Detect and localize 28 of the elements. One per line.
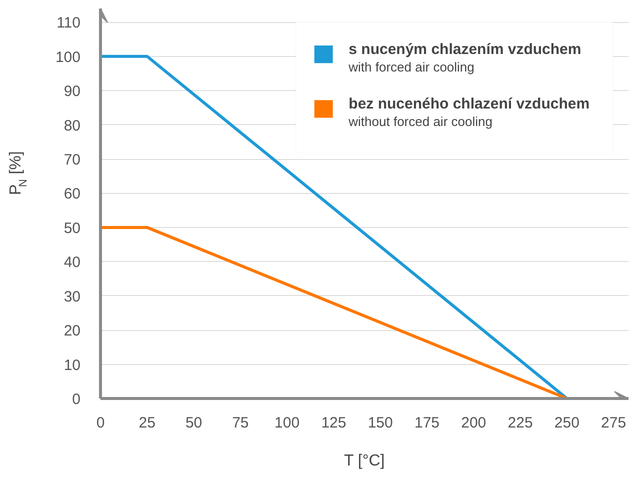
y-tick-label: 10 bbox=[64, 356, 81, 374]
legend-label: bez nuceného chlazení vzduchem without forced air cooling bbox=[348, 95, 590, 130]
x-tick-label: 200 bbox=[461, 414, 486, 432]
x-axis-title: T [°C] bbox=[344, 452, 385, 470]
x-tick-label: 150 bbox=[368, 414, 393, 432]
x-tick-label: 0 bbox=[96, 414, 105, 432]
x-tick-label: 75 bbox=[232, 414, 249, 432]
x-tick-label: 25 bbox=[138, 414, 156, 432]
y-tick-label: 110 bbox=[56, 14, 81, 32]
y-tick-label: 100 bbox=[55, 48, 81, 66]
legend-label: s nuceným chlazením vzduchem with forced air cooling bbox=[348, 40, 582, 75]
y-axis-title: PN [%] bbox=[8, 151, 30, 196]
x-tick-label: 275 bbox=[601, 414, 626, 432]
x-tick-label: 100 bbox=[274, 414, 300, 432]
y-tick-label: 90 bbox=[64, 83, 81, 100]
y-tick-label: 30 bbox=[64, 288, 81, 306]
y-tick-label: 50 bbox=[64, 220, 81, 237]
y-tick-label: 70 bbox=[64, 152, 81, 169]
x-tick-label: 175 bbox=[414, 414, 440, 432]
y-tick-label: 80 bbox=[64, 117, 81, 134]
x-tick-label: 50 bbox=[185, 414, 202, 432]
x-tick-label: 225 bbox=[508, 414, 533, 432]
x-tick-label: 250 bbox=[554, 414, 580, 432]
x-tick-label: 125 bbox=[321, 414, 346, 432]
y-tick-label: 20 bbox=[64, 322, 81, 340]
y-tick-label: 60 bbox=[64, 186, 81, 203]
y-tick-label: 0 bbox=[72, 391, 80, 408]
y-tick-label: 40 bbox=[64, 254, 81, 272]
